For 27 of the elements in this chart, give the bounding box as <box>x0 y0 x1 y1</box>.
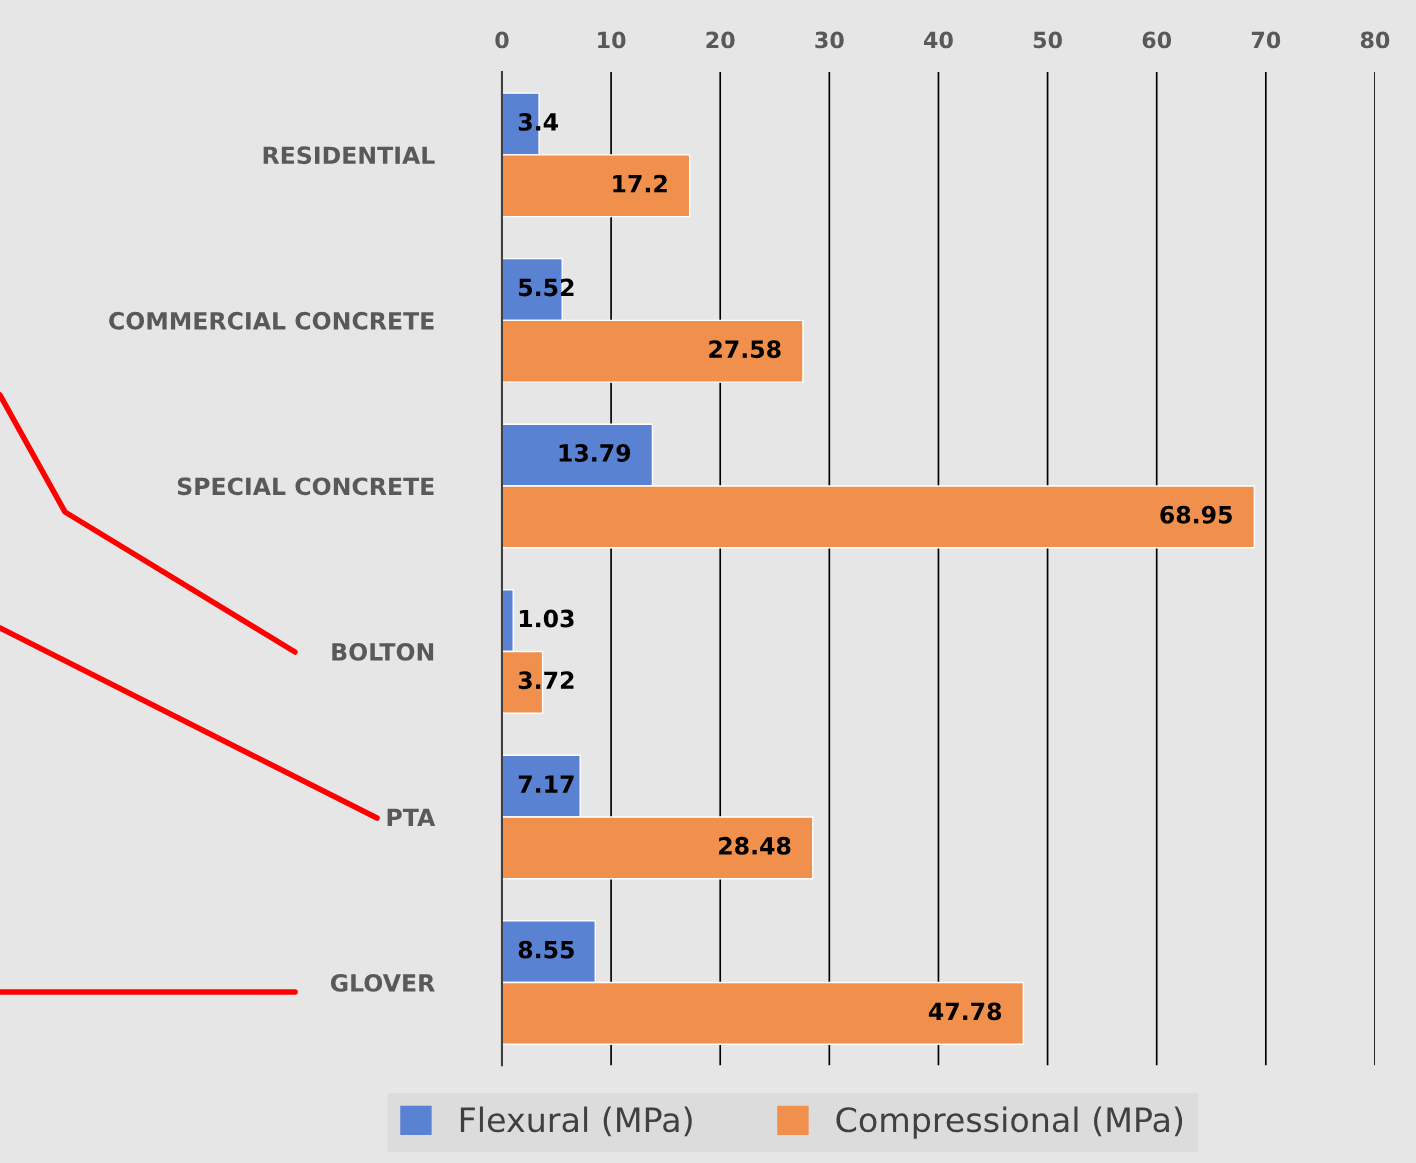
legend-label: Flexural (MPa) <box>460 1106 692 1137</box>
y-tick-label: RESIDENTIAL <box>263 146 435 165</box>
data-label: 68.95 <box>1160 505 1232 524</box>
data-label: 17.2 <box>613 174 667 193</box>
x-tick-label: 50 <box>1033 31 1062 49</box>
data-label: 47.78 <box>928 1002 1002 1021</box>
legend-label: Compressional (MPa) <box>836 1106 1183 1139</box>
data-label: 3.4 <box>518 112 558 131</box>
data-label: 27.58 <box>709 340 781 359</box>
x-tick-label: 20 <box>706 31 735 49</box>
y-tick-label: BOLTON <box>332 642 434 661</box>
x-tick-label: 30 <box>815 31 844 49</box>
data-label: 8.55 <box>518 940 574 959</box>
y-tick-label: GLOVER <box>330 973 435 992</box>
x-tick-label: 70 <box>1251 31 1281 49</box>
data-label: 28.48 <box>719 836 791 855</box>
x-tick-label: 40 <box>923 31 953 49</box>
x-tick-label: 10 <box>598 31 626 49</box>
y-tick-label: PTA <box>387 808 436 826</box>
data-label: 13.79 <box>559 444 631 462</box>
y-tick-label: SPECIAL CONCRETE <box>177 477 434 496</box>
x-tick-label: 80 <box>1360 31 1390 49</box>
x-tick-label: 60 <box>1142 31 1172 49</box>
x-tick-label: 0 <box>495 31 509 49</box>
data-label: 7.17 <box>518 775 574 793</box>
data-label: 1.03 <box>519 609 574 628</box>
y-tick-label: COMMERCIAL CONCRETE <box>109 311 434 330</box>
